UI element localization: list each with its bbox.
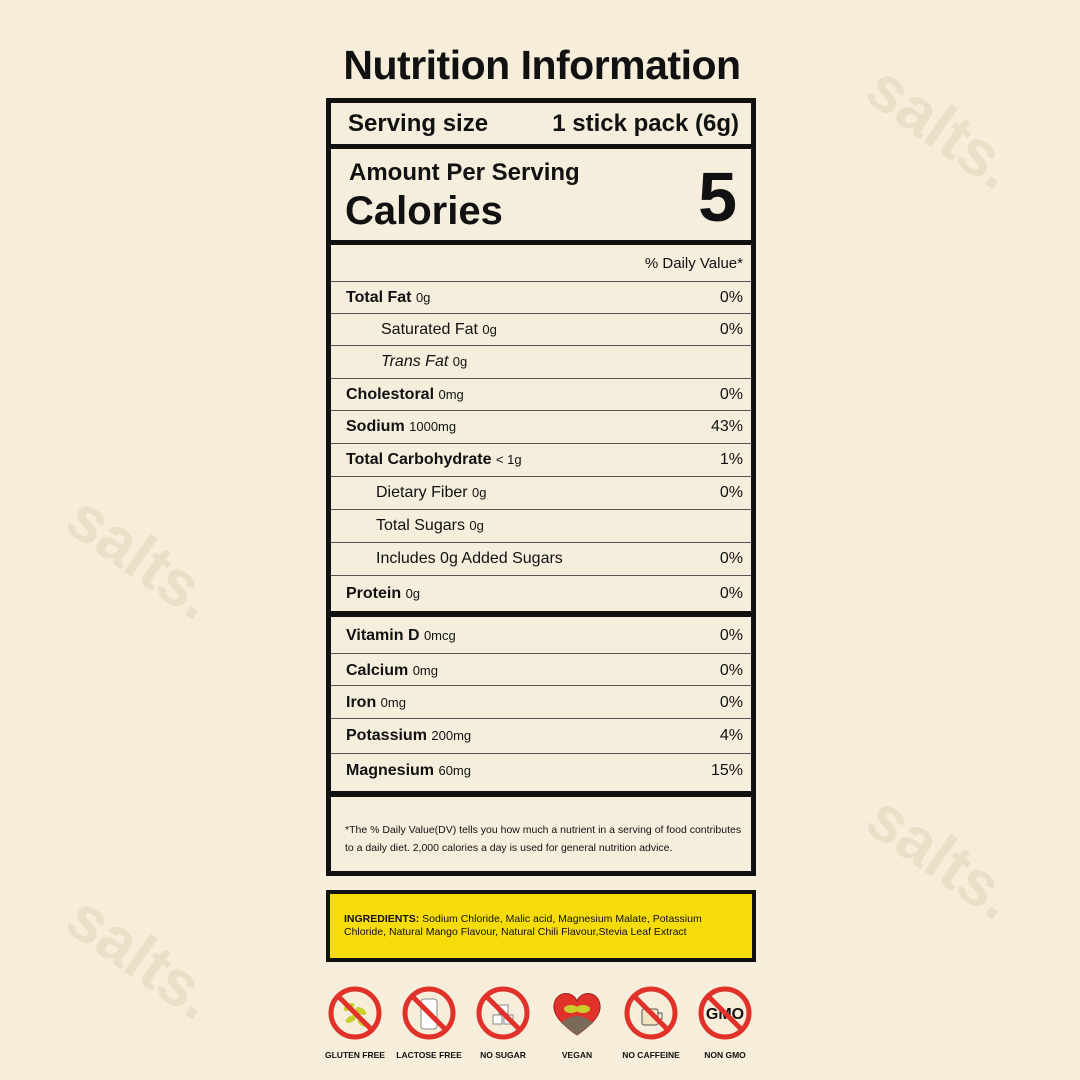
vitamin-name: Vitamin D 0mcg: [346, 627, 456, 644]
badge-lactose-free: LACTOSE FREE: [393, 985, 465, 1060]
nutrient-row: Saturated Fat 0g 0%: [331, 313, 751, 346]
nutrient-row: Trans Fat 0g: [331, 345, 751, 378]
nutrient-dv: 43%: [710, 418, 743, 435]
nutrient-name: Saturated Fat 0g: [381, 321, 497, 338]
coffee-crossed-icon: [624, 986, 678, 1040]
badge-label: VEGAN: [561, 1050, 593, 1060]
badge-label: NO SUGAR: [480, 1050, 526, 1060]
nutrient-dv: 0%: [719, 289, 743, 306]
nutrient-name: Sodium 1000mg: [346, 418, 457, 435]
watermark: salts.: [54, 880, 230, 1034]
nutrient-name: Protein 0g: [346, 584, 421, 602]
nutrient-dv: 0%: [719, 584, 743, 602]
daily-value-header: % Daily Value*: [644, 255, 743, 272]
badge-label: GLUTEN FREE: [325, 1050, 385, 1060]
nutrient-name: Includes 0g Added Sugars: [376, 550, 563, 567]
nutrient-name: Dietary Fiber 0g: [376, 484, 487, 501]
nutrient-name: Total Sugars 0g: [376, 517, 484, 534]
nutrient-row: Sodium 1000mg 43%: [331, 410, 751, 443]
vitamin-row: Potassium 200mg 4%: [331, 718, 751, 752]
badge-row: GLUTEN FREE LACTOSE FREE NO SUGAR VEGAN NO C…: [315, 985, 765, 1060]
nutrient-name: Total Carbohydrate < 1g: [346, 451, 522, 468]
watermark: salts.: [854, 50, 1030, 204]
serving-size-row: Serving size 1 stick pack (6g): [331, 103, 751, 149]
nutrient-row: Protein 0g 0%: [331, 575, 751, 611]
vitamin-row: Magnesium 60mg 15%: [331, 753, 751, 787]
wheat-crossed-icon: [328, 986, 382, 1040]
vitamin-name: Iron 0mg: [346, 693, 406, 711]
vitamin-row: Iron 0mg 0%: [331, 685, 751, 719]
badge-non-gmo: GMO NON GMO: [689, 985, 761, 1060]
vitamin-dv: 0%: [719, 627, 743, 644]
nutrient-dv: 0%: [719, 386, 743, 403]
badge-no-caffeine: NO CAFFEINE: [615, 985, 687, 1060]
nutrient-name: Trans Fat 0g: [381, 353, 468, 370]
calories-value: 5: [698, 158, 737, 236]
vitamin-name: Magnesium 60mg: [346, 761, 471, 779]
gmo-crossed-icon: GMO: [698, 986, 752, 1040]
nutrient-row: Total Fat 0g 0%: [331, 281, 751, 314]
vitamin-dv: 15%: [710, 761, 743, 779]
vitamin-name: Potassium 200mg: [346, 726, 472, 744]
divider: [331, 791, 751, 797]
footnote: *The % Daily Value(DV) tells you how muc…: [345, 824, 742, 854]
vitamin-dv: 4%: [719, 726, 743, 744]
ingredients-text: Sodium Chloride, Malic acid, Magnesium M…: [344, 913, 702, 938]
badge-label: NO CAFFEINE: [622, 1050, 680, 1060]
vitamin-dv: 0%: [719, 661, 743, 679]
badge-no-sugar: NO SUGAR: [467, 985, 539, 1060]
nutrient-dv: 1%: [719, 451, 743, 468]
nutrient-dv: 0%: [719, 321, 743, 338]
nutrient-row: Dietary Fiber 0g 0%: [331, 476, 751, 509]
divider: [331, 611, 751, 617]
vitamin-name: Calcium 0mg: [346, 661, 438, 679]
watermark: salts.: [54, 480, 230, 634]
watermark: salts.: [854, 780, 1030, 934]
nutrient-row: Total Carbohydrate < 1g 1%: [331, 443, 751, 476]
vitamin-row: Vitamin D 0mcg 0%: [331, 619, 751, 653]
serving-label: Serving size: [348, 109, 489, 137]
nutrient-dv: 0%: [719, 550, 743, 567]
sugar-cubes-crossed-icon: [476, 986, 530, 1040]
milk-crossed-icon: [402, 986, 456, 1040]
nutrient-name: Total Fat 0g: [346, 289, 431, 306]
badge-gluten-free: GLUTEN FREE: [319, 985, 391, 1060]
calories-block: Amount Per Serving Calories 5: [331, 149, 751, 245]
nutrient-name: Cholestoral 0mg: [346, 386, 464, 403]
vitamin-dv: 0%: [719, 693, 743, 711]
nutrition-facts-panel: Serving size 1 stick pack (6g) Amount Pe…: [326, 98, 756, 876]
nutrient-row: Cholestoral 0mg 0%: [331, 378, 751, 411]
ingredients-box: INGREDIENTS: Sodium Chloride, Malic acid…: [326, 890, 756, 962]
heart-sprout-icon: [553, 993, 601, 1036]
serving-value: 1 stick pack (6g): [552, 109, 739, 137]
badge-label: LACTOSE FREE: [396, 1050, 462, 1060]
ingredients-label: INGREDIENTS:: [344, 913, 420, 925]
vitamin-row: Calcium 0mg 0%: [331, 653, 751, 687]
calories-label: Calories: [345, 189, 503, 233]
amount-per-serving: Amount Per Serving: [349, 159, 580, 186]
badge-label: NON GMO: [704, 1050, 746, 1060]
page-title: Nutrition Information: [343, 42, 741, 88]
nutrient-row: Total Sugars 0g: [331, 509, 751, 542]
nutrient-dv: 0%: [719, 484, 743, 501]
badge-vegan: VEGAN: [541, 985, 613, 1060]
nutrient-row: Includes 0g Added Sugars 0%: [331, 542, 751, 575]
